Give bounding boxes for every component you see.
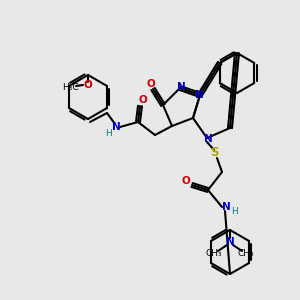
Text: CH₃: CH₃: [206, 250, 222, 259]
Text: H: H: [232, 206, 238, 215]
Text: H: H: [105, 128, 111, 137]
Text: O: O: [139, 95, 147, 105]
Text: N: N: [177, 82, 185, 92]
Text: H₃C: H₃C: [62, 82, 78, 91]
Text: S: S: [210, 146, 218, 160]
Text: O: O: [147, 79, 155, 89]
Text: O: O: [182, 176, 190, 186]
Text: O: O: [84, 80, 92, 90]
Text: N: N: [204, 134, 212, 144]
Text: N: N: [226, 237, 234, 247]
Text: N: N: [112, 122, 120, 132]
Text: CH₃: CH₃: [238, 250, 254, 259]
Text: N: N: [195, 90, 203, 100]
Text: N: N: [222, 202, 230, 212]
